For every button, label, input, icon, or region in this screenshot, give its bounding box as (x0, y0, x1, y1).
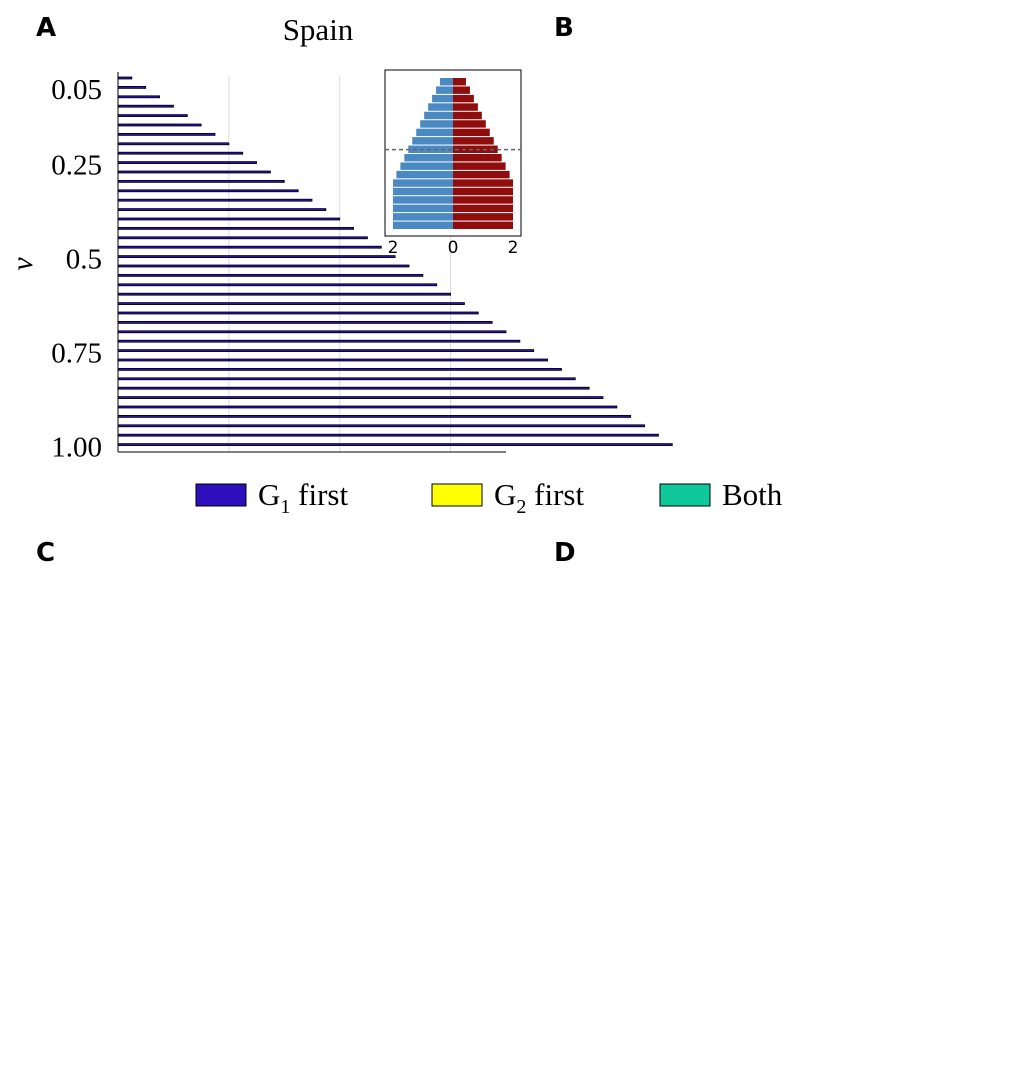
bar-g1-first (117, 396, 604, 399)
inset-bar-right (453, 78, 466, 86)
inset-bar-right (453, 179, 513, 187)
inset-bar-right (453, 154, 502, 162)
inset-bar-left (432, 94, 453, 103)
inset-bar-left (424, 111, 453, 120)
inset-bar-left (412, 137, 453, 145)
bar-g1-first (117, 161, 257, 164)
bar-g1-first (117, 95, 160, 99)
inset-bar-left (393, 196, 453, 204)
inset-bar-right (453, 103, 478, 111)
inset-bar-right (453, 221, 513, 229)
panel-letter-b: B (554, 13, 574, 43)
inset-pyramid: 2 0 2 (384, 69, 522, 258)
bar-g1-first (117, 377, 576, 381)
inset-tick-label: 2 (508, 238, 519, 258)
inset-bar-right (453, 162, 506, 170)
bar-g1-first (117, 414, 632, 418)
inset-tick-label: 2 (388, 238, 399, 258)
legend-label: G1 first (258, 477, 348, 518)
bar-g1-first (117, 151, 244, 155)
legend-swatch (659, 483, 711, 507)
bar-g1-first (117, 123, 202, 127)
bar-g1-first (117, 170, 271, 174)
bar-g1-first (117, 433, 659, 437)
bar-g1-first (117, 76, 133, 80)
bar-g1-first (117, 104, 174, 108)
y-tick-label: 1.00 (51, 431, 102, 463)
y-tick-label: 0.05 (51, 74, 102, 106)
inset-bar-left (436, 86, 453, 94)
bar-g1-first (117, 405, 618, 409)
bar-g1-first (117, 339, 521, 343)
inset-bar-left (393, 179, 453, 187)
inset-bar-left (393, 187, 453, 196)
bar-g1-first (117, 302, 465, 305)
bar-g1-first (117, 198, 313, 202)
bar-g1-first (117, 320, 493, 324)
bar-g1-first (117, 86, 147, 89)
y-tick-label: 0.5 (66, 243, 102, 275)
y-axis-label: ν (6, 257, 39, 271)
inset-bar-left (440, 78, 453, 86)
bar-g1-first (117, 386, 590, 390)
y-tick-label: 0.75 (51, 337, 102, 369)
bar-g1-first (117, 236, 368, 240)
bar-g1-first (117, 179, 285, 183)
bar-g1-first (117, 264, 410, 268)
inset-bar-left (393, 204, 453, 213)
bar-g1-first (117, 132, 216, 136)
inset-bar-left (396, 170, 453, 179)
bar-g1-first (117, 226, 354, 230)
bar-g1-first (117, 189, 299, 193)
inset-bar-right (453, 137, 494, 145)
inset-tick-label: 0 (448, 238, 459, 258)
inset-bar-right (453, 187, 513, 196)
bar-g1-first (117, 358, 548, 362)
inset-bar-left (400, 162, 453, 170)
bar-g1-first (117, 330, 507, 334)
bar-g1-first (117, 292, 451, 296)
bar-g1-first (117, 367, 562, 371)
y-tick-label: 0.25 (51, 149, 102, 181)
bar-g1-first (117, 255, 396, 258)
inset-bar-right (453, 128, 490, 137)
inset-bar-right (453, 145, 498, 153)
inset-bar-right (453, 213, 513, 221)
inset-bar-left (420, 120, 453, 128)
panel-letter-a: A (36, 13, 56, 43)
bar-g1-first (117, 283, 438, 287)
panel-a: Spain 0.05 0.25 0.5 0.75 1.00 ν 2 0 2 (6, 12, 673, 463)
bar-g1-first (117, 311, 479, 315)
inset-bar-right (453, 120, 486, 128)
bar-g1-first (117, 443, 673, 446)
panel-letter-c: C (36, 538, 55, 568)
inset-bar-right (453, 204, 513, 213)
inset-bar-right (453, 170, 510, 179)
bar-g1-first (117, 208, 327, 211)
inset-bar-right (453, 86, 470, 94)
inset-bar-left (404, 154, 453, 162)
inset-bar-left (393, 221, 453, 229)
inset-bar-left (393, 213, 453, 221)
legend-label: Both (722, 477, 783, 512)
inset-bar-right (453, 111, 482, 120)
bar-g1-first (117, 217, 341, 221)
legend-label: G2 first (494, 477, 584, 518)
inset-bar-left (428, 103, 453, 111)
legend-swatch (431, 483, 483, 507)
panel-title: Spain (283, 12, 354, 47)
inset-bar-right (453, 94, 474, 103)
legend-swatch (195, 483, 247, 507)
inset-bar-right (453, 196, 513, 204)
legend: G1 first G2 first Both (195, 477, 783, 518)
bar-g1-first (117, 424, 645, 428)
bar-g1-first (117, 349, 535, 352)
bar-g1-first (117, 142, 230, 146)
inset-bar-left (416, 128, 453, 137)
bar-g1-first (117, 245, 382, 249)
bar-g1-first (117, 273, 424, 277)
panel-letter-d: D (554, 538, 576, 568)
bar-g1-first (117, 114, 188, 117)
